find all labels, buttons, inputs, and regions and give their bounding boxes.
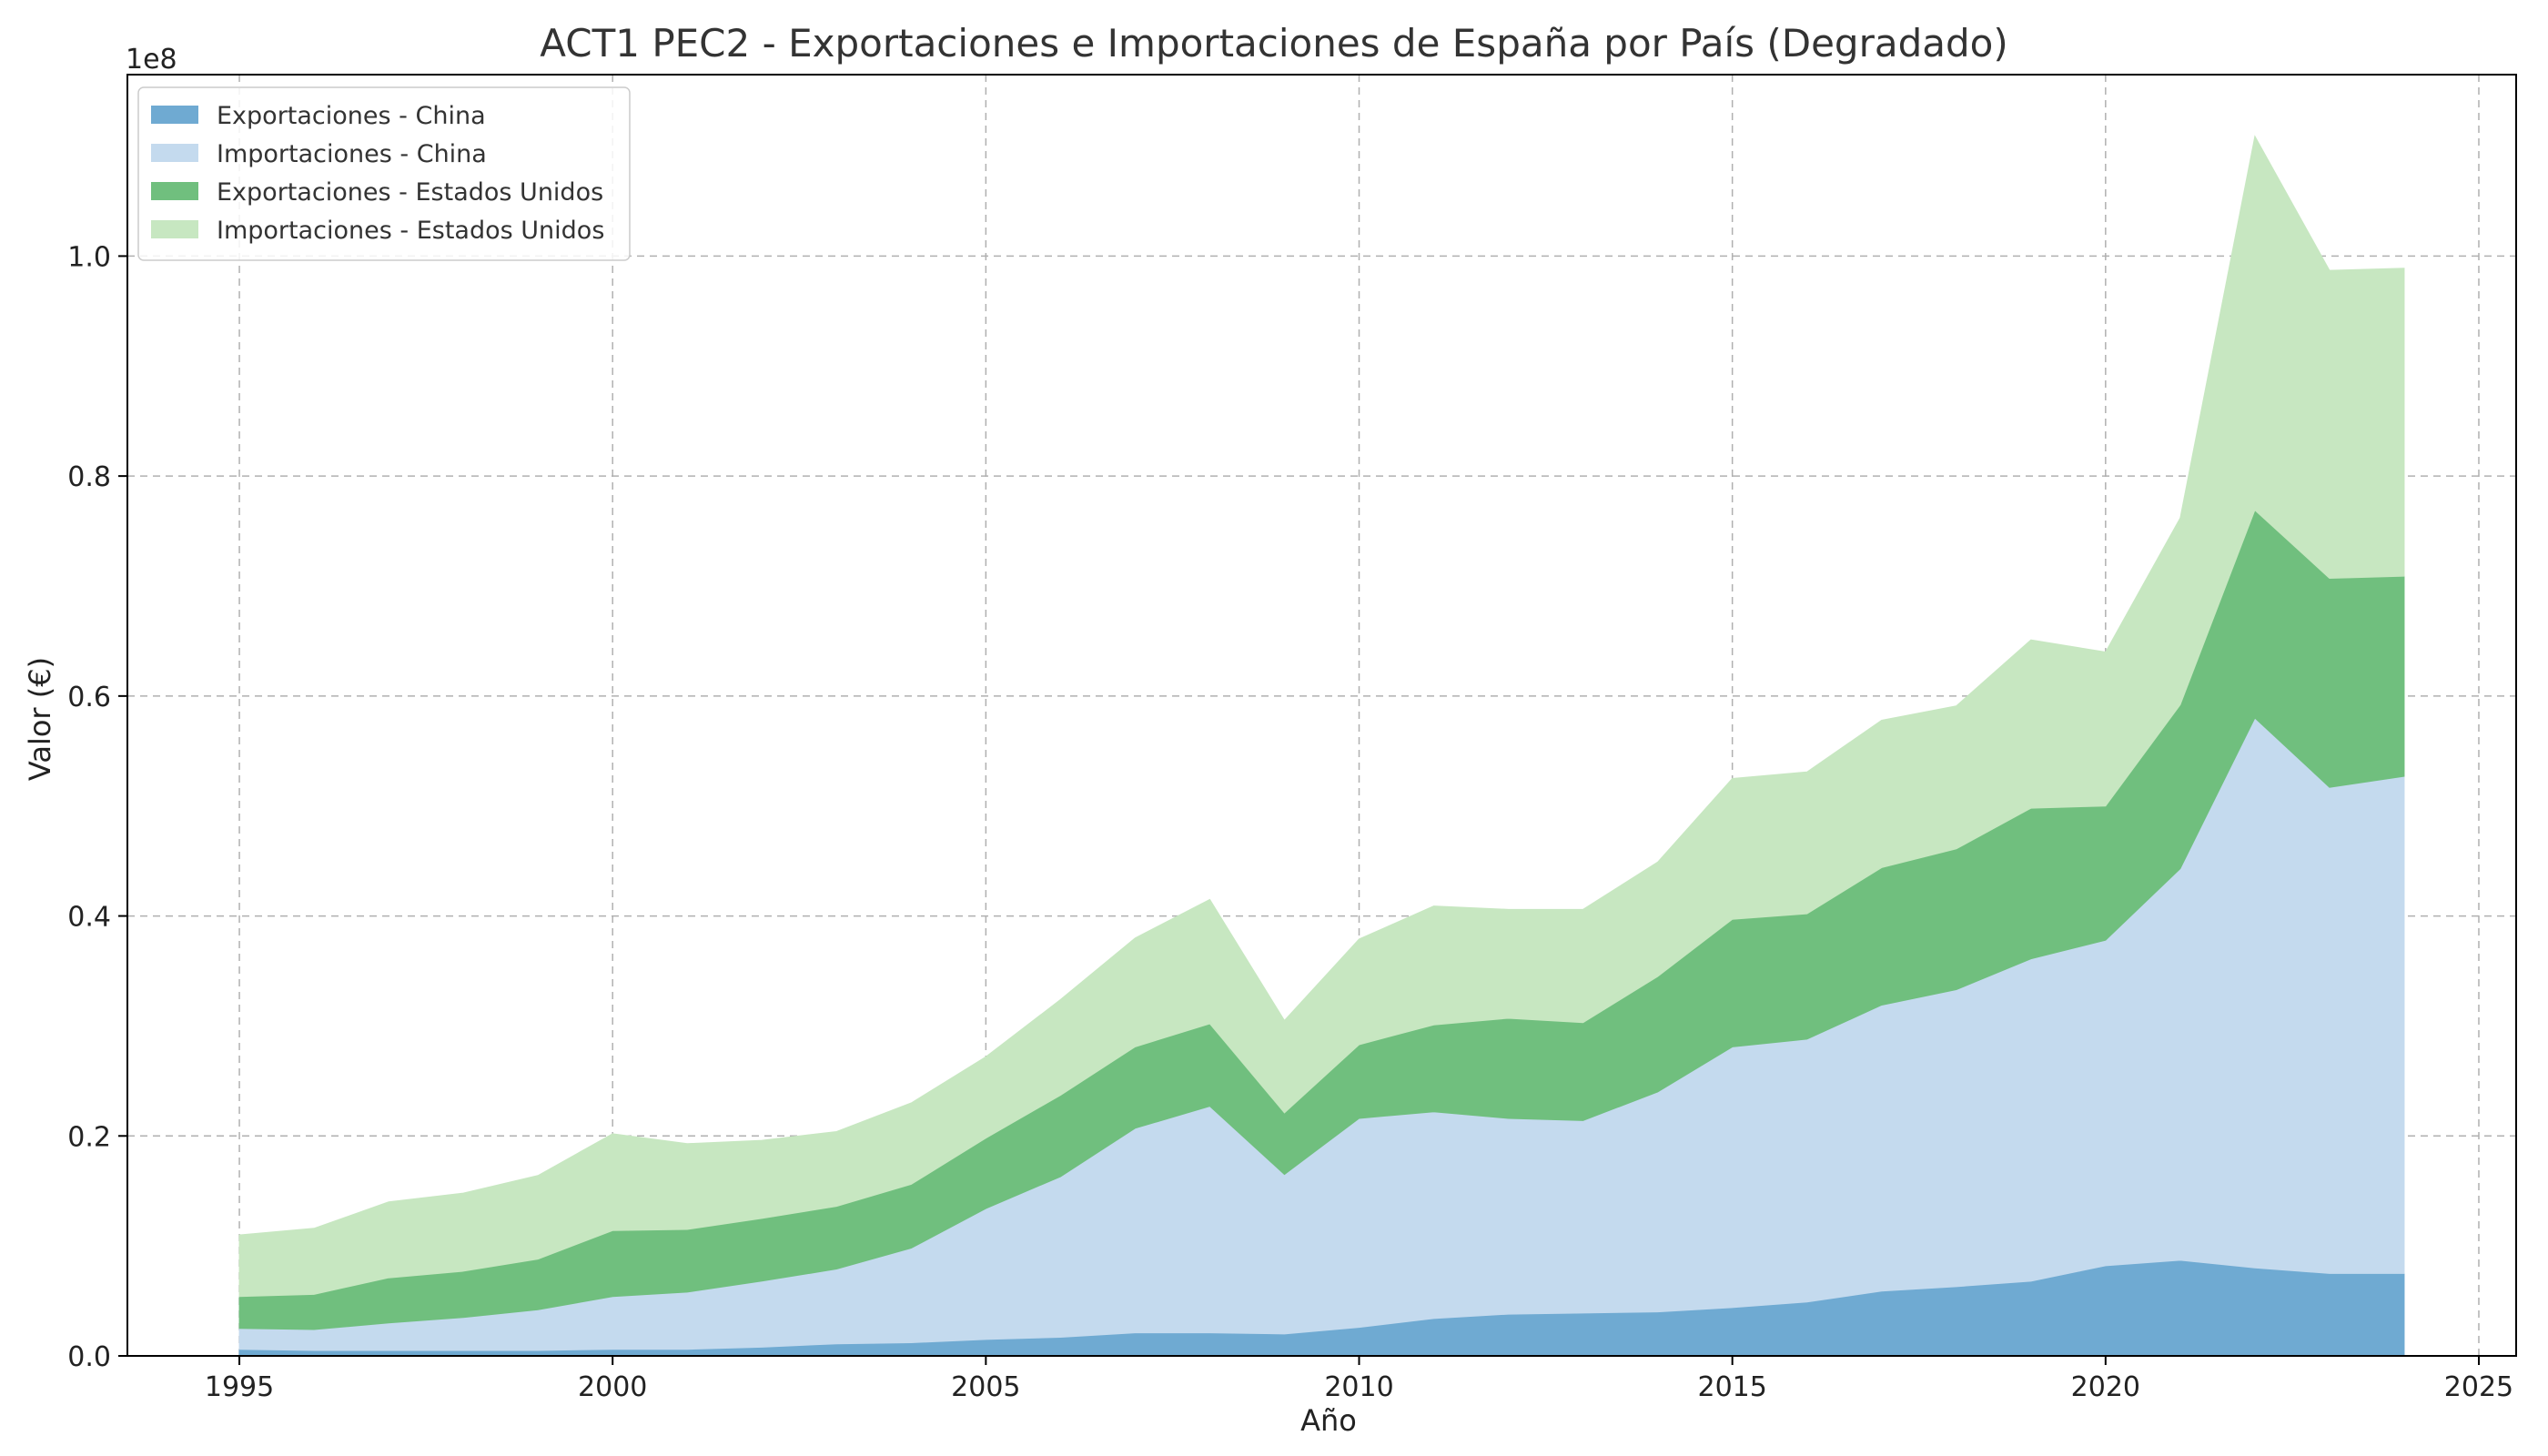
stacked-areas xyxy=(238,135,2405,1357)
x-tick-label: 2005 xyxy=(951,1371,1020,1403)
y-tick-label: 1.0 xyxy=(67,241,111,273)
x-tick-label: 2010 xyxy=(1324,1371,1393,1403)
chart-title: ACT1 PEC2 - Exportaciones e Importacione… xyxy=(540,21,2007,66)
legend-label: Exportaciones - Estados Unidos xyxy=(217,178,603,207)
x-tick-label: 2000 xyxy=(578,1371,647,1403)
plot-frame xyxy=(126,74,2517,1357)
legend-label: Exportaciones - China xyxy=(217,102,486,130)
legend-swatch xyxy=(151,106,198,124)
area-series-4 xyxy=(238,135,2405,1298)
y-tick-label: 0.4 xyxy=(67,902,111,934)
x-tick-label: 1995 xyxy=(205,1371,274,1403)
x-tick-label: 2020 xyxy=(2071,1371,2140,1403)
legend-swatch xyxy=(151,144,198,162)
y-axis-label: Valor (€) xyxy=(23,657,57,781)
y-axis-offset-label: 1e8 xyxy=(126,44,177,76)
y-tick-label: 0.6 xyxy=(67,682,111,713)
legend-swatch xyxy=(151,182,198,200)
legend-label: Importaciones - China xyxy=(217,140,487,168)
legend-swatch xyxy=(151,220,198,238)
legend-box xyxy=(137,86,631,261)
x-tick-label: 2025 xyxy=(2444,1371,2513,1403)
x-axis-label: Año xyxy=(1300,1403,1357,1438)
y-tick-label: 0.0 xyxy=(67,1341,111,1373)
x-tick-label: 2015 xyxy=(1697,1371,1766,1403)
y-tick-label: 0.8 xyxy=(67,461,111,493)
axes xyxy=(126,74,2517,1357)
legend-label: Importaciones - Estados Unidos xyxy=(217,217,604,245)
y-tick-label: 0.2 xyxy=(67,1121,111,1153)
chart-legend: Exportaciones - China Importaciones - Chi… xyxy=(137,86,631,261)
tick-labels: 1995 2000 2005 2010 2015 2020 2025 0.0 0.2 0.4 0.6… xyxy=(67,241,2513,1403)
